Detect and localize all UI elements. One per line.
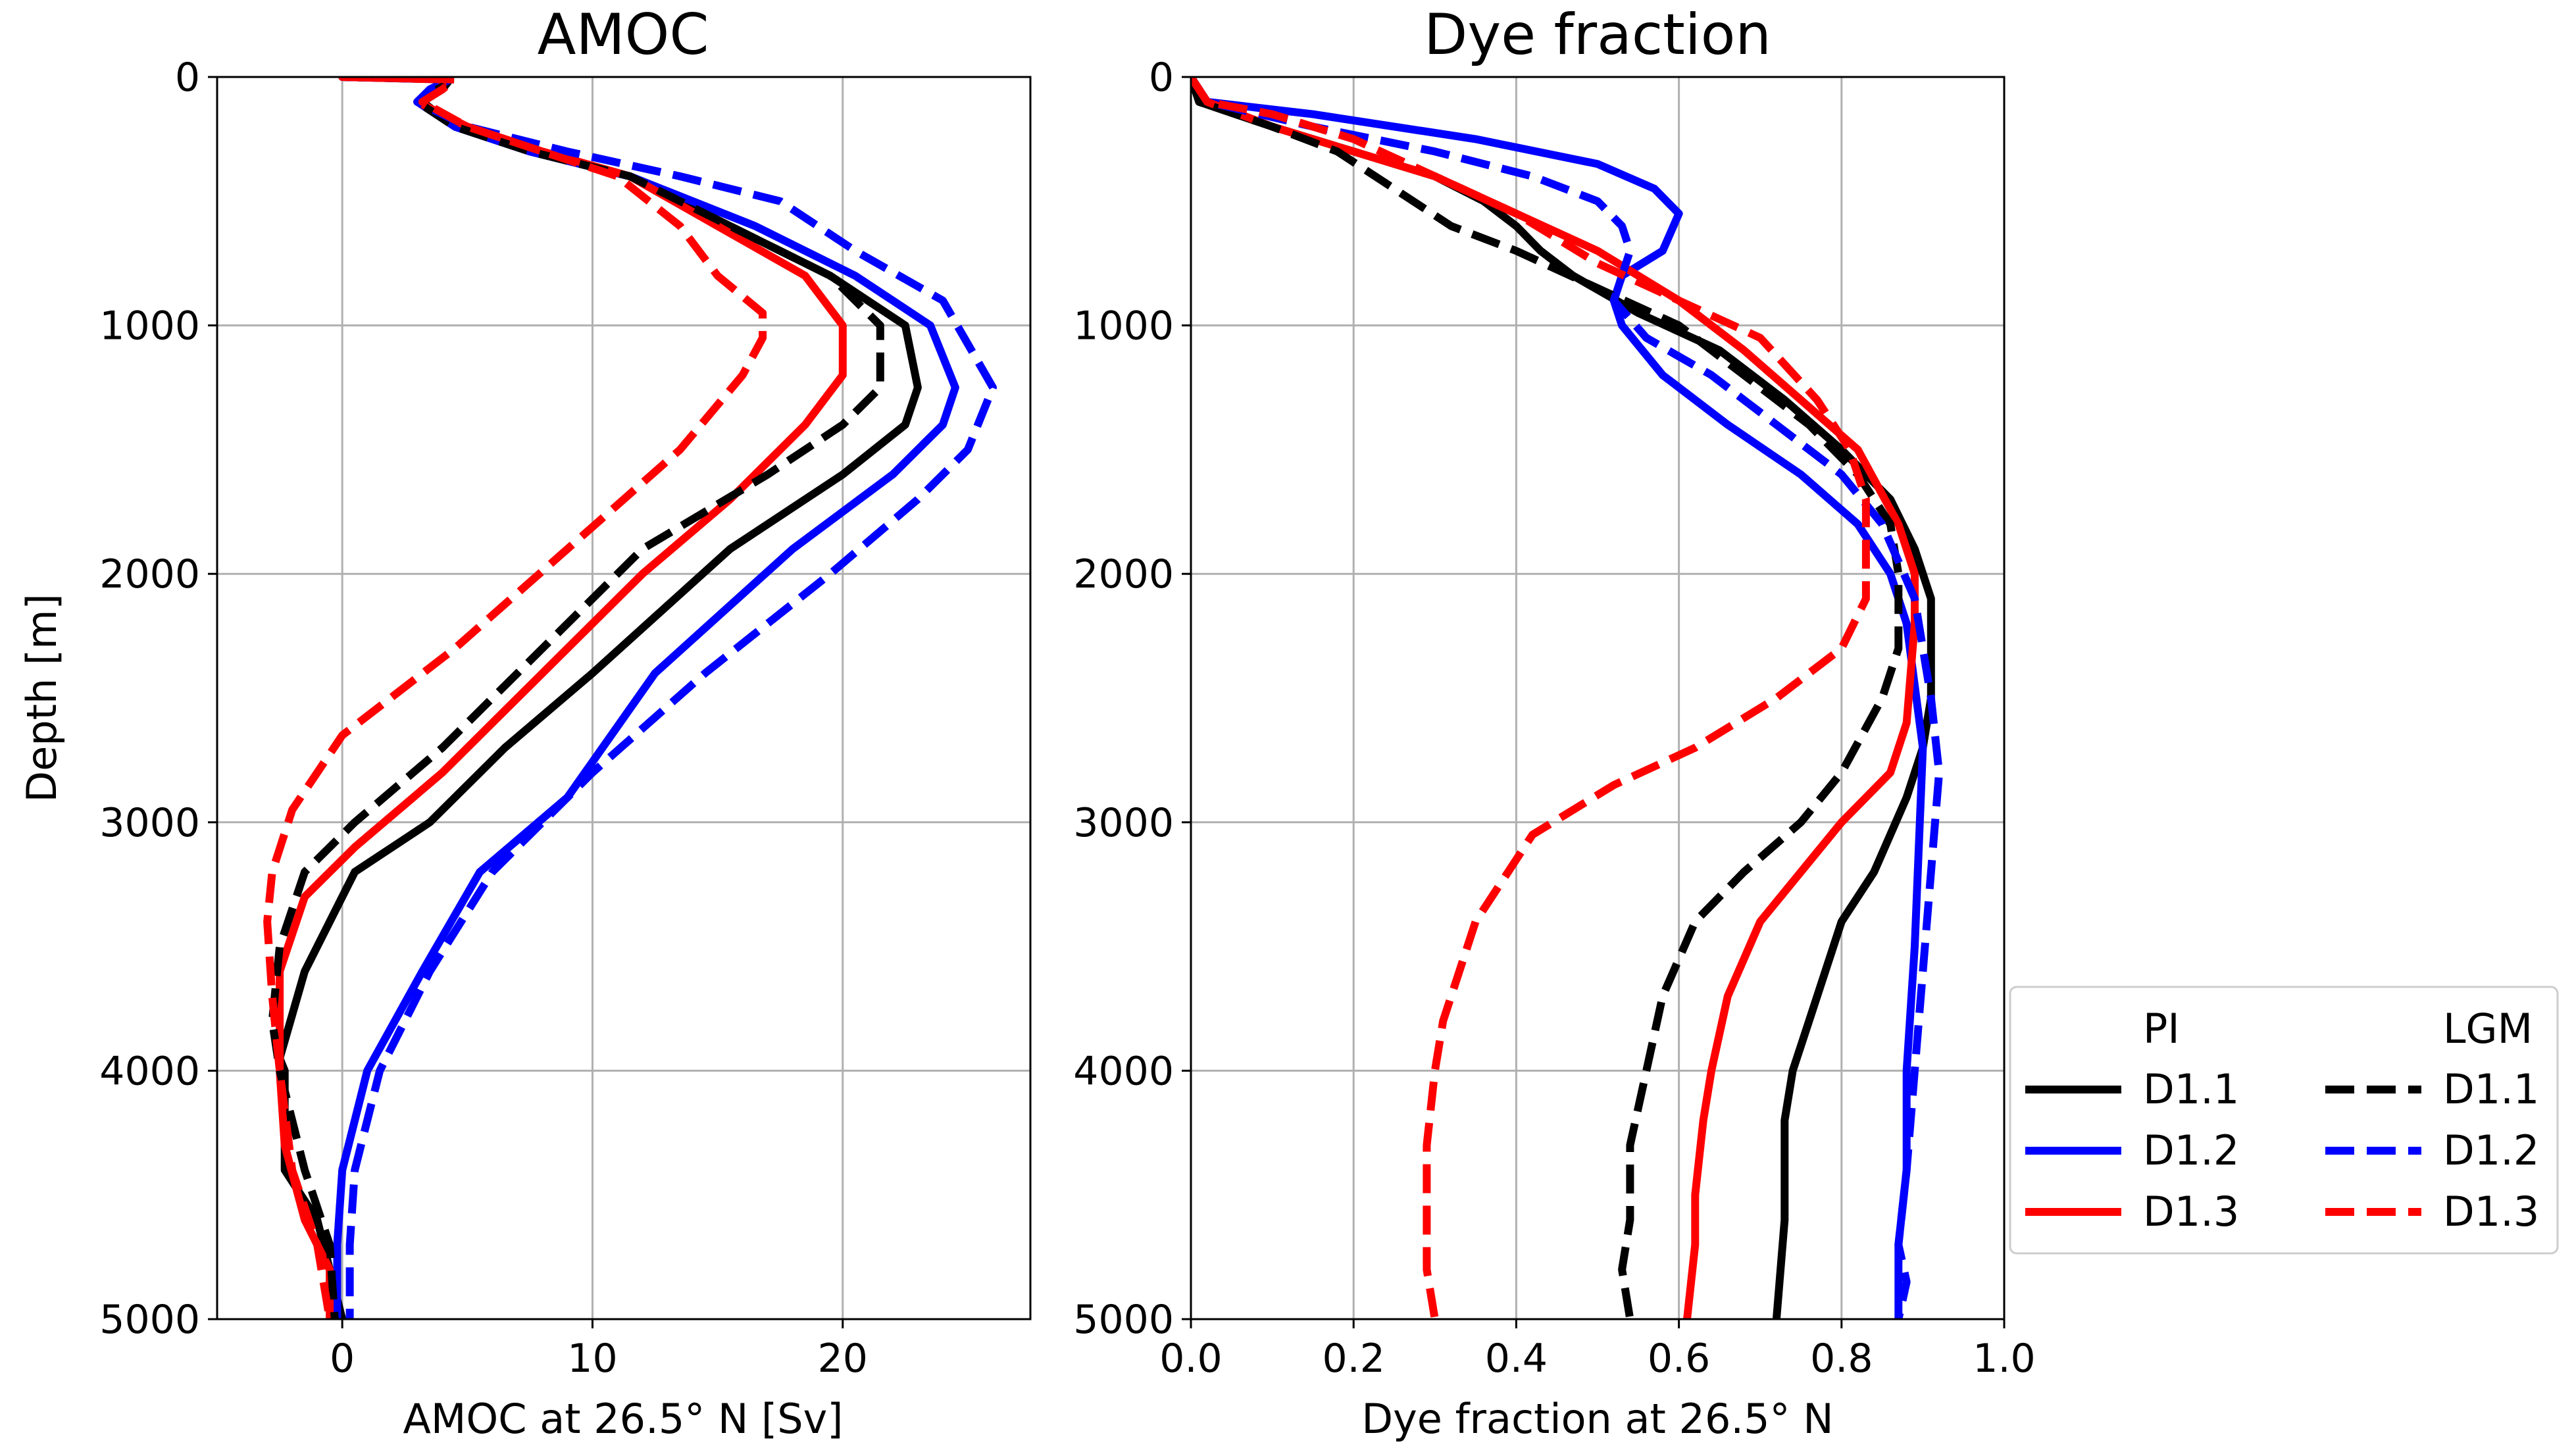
amoc-series-pi-d1-2 — [333, 77, 959, 1319]
dye-ytick-label: 4000 — [1073, 1048, 1174, 1094]
dye-ytick-label: 5000 — [1073, 1297, 1174, 1343]
legend-header-lgm: LGM — [2443, 1005, 2533, 1053]
amoc-title: AMOC — [538, 2, 709, 68]
amoc-ylabel: Depth [m] — [18, 593, 66, 802]
amoc-lines — [263, 77, 997, 1319]
amoc-xtick-label: 0 — [330, 1336, 355, 1382]
dye-xtick-label: 0.2 — [1322, 1336, 1384, 1382]
dye-ytick-label: 2000 — [1073, 551, 1174, 597]
amoc-xtick-label: 10 — [567, 1336, 617, 1382]
dye-xlabel: Dye fraction at 26.5° N — [1361, 1395, 1833, 1443]
dye-lines — [1191, 77, 1944, 1319]
amoc-series-lgm-d1-3 — [263, 77, 767, 1319]
amoc-axes-frame — [216, 76, 1032, 1320]
dye-ytick-label: 0 — [1149, 55, 1174, 101]
dye-series-lgm-d1-3 — [1191, 77, 1870, 1319]
amoc-ytick-label: 5000 — [99, 1297, 200, 1343]
dye-series-pi-d1-1 — [1191, 77, 1935, 1319]
amoc-ytick-label: 0 — [175, 55, 200, 101]
legend-label-pi-d12: D1.2 — [2143, 1126, 2239, 1174]
legend-label-lgm-d13: D1.3 — [2443, 1188, 2539, 1236]
dye-panel: Dye fraction 0.0 0.2 0.4 0.6 0.8 1.0 0 1000 2000… — [1073, 2, 2035, 1443]
dye-series-lgm-d1-1 — [1191, 77, 1903, 1319]
dye-title: Dye fraction — [1424, 2, 1771, 68]
dye-ticks: 0.0 0.2 0.4 0.6 0.8 1.0 0 1000 2000 3000 4000 5000 — [1073, 55, 2035, 1382]
legend-label-lgm-d12: D1.2 — [2443, 1126, 2539, 1174]
dye-xtick-label: 0.0 — [1159, 1336, 1222, 1382]
dye-series-lgm-d1-2 — [1191, 77, 1944, 1319]
amoc-ytick-label: 1000 — [99, 303, 200, 349]
legend-frame — [2009, 986, 2559, 1255]
legend-label-pi-d13: D1.3 — [2143, 1188, 2239, 1236]
amoc-xlabel: AMOC at 26.5° N [Sv] — [403, 1395, 844, 1443]
dye-ytick-label: 3000 — [1073, 800, 1174, 846]
amoc-series-lgm-d1-1 — [268, 77, 884, 1319]
dye-xtick-label: 0.6 — [1648, 1336, 1710, 1382]
legend-label-pi-d11: D1.1 — [2143, 1065, 2239, 1113]
amoc-ytick-label: 4000 — [99, 1048, 200, 1094]
amoc-ticks: 0 10 20 0 1000 2000 3000 4000 5000 — [99, 55, 868, 1382]
legend-label-lgm-d11: D1.1 — [2443, 1065, 2539, 1113]
dye-xtick-label: 0.8 — [1810, 1336, 1873, 1382]
amoc-ytick-label: 2000 — [99, 551, 200, 597]
dye-xtick-label: 1.0 — [1973, 1336, 2035, 1382]
dye-axes-frame — [1190, 76, 2006, 1320]
amoc-ytick-label: 3000 — [99, 800, 200, 846]
amoc-series-lgm-d1-2 — [342, 77, 997, 1319]
amoc-xtick-label: 20 — [818, 1336, 868, 1382]
amoc-grid — [217, 76, 1030, 1320]
legend-header-pi: PI — [2143, 1005, 2180, 1053]
amoc-panel: AMOC 0 10 20 0 1000 2000 3000 4000 5000 AMOC at … — [18, 2, 1032, 1443]
dye-ytick-label: 1000 — [1073, 303, 1174, 349]
dye-xtick-label: 0.4 — [1485, 1336, 1548, 1382]
dye-grid — [1190, 76, 2006, 1320]
legend: PI LGM D1.1 D1.2 D1.3 D1.1 D1.2 D1.3 — [2009, 986, 2559, 1255]
dye-series-pi-d1-2 — [1191, 77, 1927, 1319]
